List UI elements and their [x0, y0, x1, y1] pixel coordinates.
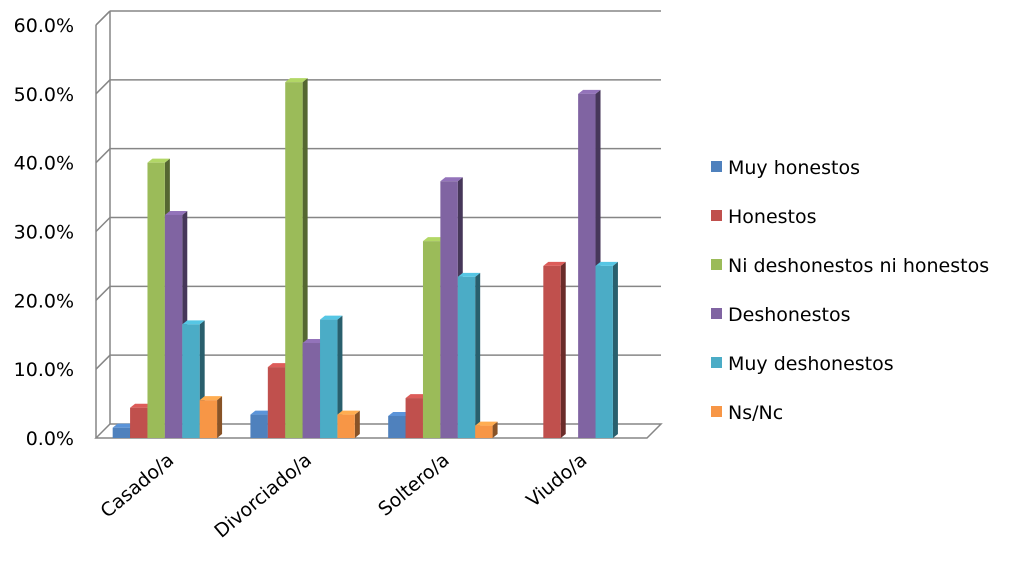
legend-label: Muy deshonestos	[728, 353, 894, 375]
legend-item: Honestos	[711, 206, 817, 228]
gridline-side	[95, 10, 111, 26]
x-axis-category-labels: Casado/a Divorciado/a Soltero/a Viudo/a	[96, 449, 591, 543]
bar-top-face	[302, 339, 326, 344]
legend-swatch	[711, 259, 722, 270]
bar	[543, 261, 566, 438]
bar-front-face	[267, 367, 286, 438]
bar-front-face	[457, 276, 476, 438]
gridline-side	[95, 79, 111, 95]
legend-item: Ni deshonestos ni honestos	[711, 255, 989, 277]
bar-top-face	[440, 177, 463, 182]
bar	[595, 261, 618, 438]
bar-top-face	[475, 421, 498, 426]
bar-front-face	[388, 415, 406, 438]
bar-front-face	[182, 324, 200, 438]
bar	[199, 396, 223, 438]
legend-swatch	[711, 308, 722, 319]
y-tick-label: 50.0%	[14, 84, 74, 106]
y-axis-tick-labels: 0.0% 10.0% 20.0% 30.0% 40.0% 50.0% 60.0%	[14, 15, 74, 450]
gridline-side	[95, 216, 111, 233]
bar-front-face	[147, 162, 165, 438]
bar-side-face	[492, 421, 498, 438]
legend: Muy honestos Honestos Ni deshonestos ni ho…	[711, 157, 989, 424]
x-category-label: Divorciado/a	[210, 449, 316, 543]
bar-front-face	[578, 93, 596, 438]
gridline-side	[95, 285, 111, 301]
y-tick-label: 10.0%	[14, 359, 74, 381]
bar-top-face	[405, 394, 428, 399]
bar-front-face	[112, 427, 131, 438]
bar-front-face	[422, 241, 441, 438]
bar-side-face	[354, 410, 360, 438]
bar-side-face	[475, 272, 481, 438]
bar-side-face	[217, 396, 223, 438]
legend-label: Deshonestos	[728, 304, 851, 326]
y-tick-label: 40.0%	[14, 153, 74, 175]
legend-item: Deshonestos	[711, 304, 851, 326]
bar-side-face	[560, 261, 566, 438]
bar	[320, 315, 343, 438]
bar-side-face	[337, 315, 343, 438]
bar-front-face	[199, 400, 218, 438]
bar-front-face	[543, 265, 561, 438]
legend-label: Muy honestos	[728, 157, 860, 179]
bar-front-face	[440, 181, 458, 439]
bar-front-face	[337, 414, 355, 438]
x-category-label: Soltero/a	[374, 449, 453, 521]
bar-top-face	[337, 410, 360, 415]
bar-top-face	[112, 423, 136, 428]
bar-front-face	[285, 82, 303, 439]
legend-swatch	[711, 161, 722, 172]
bar-front-face	[164, 214, 183, 438]
bar-top-face	[388, 411, 411, 416]
bar-top-face	[199, 396, 223, 401]
bar-top-face	[285, 78, 308, 83]
bar-top-face	[267, 363, 291, 368]
bar	[475, 421, 498, 438]
bars	[112, 78, 618, 439]
bar	[337, 410, 360, 438]
bar-top-face	[182, 320, 205, 325]
gridline-side	[95, 148, 111, 164]
legend-label: Ns/Nc	[728, 402, 783, 424]
gridline-side	[95, 354, 111, 370]
bar-top-face	[164, 210, 188, 215]
bar-front-face	[302, 343, 321, 438]
y-tick-label: 30.0%	[14, 222, 74, 244]
bar-front-face	[405, 398, 423, 438]
x-category-label: Casado/a	[96, 449, 178, 523]
bar-front-face	[595, 265, 613, 438]
bar-top-face	[147, 158, 170, 163]
bar-front-face	[320, 319, 338, 438]
legend-swatch	[711, 210, 722, 221]
legend-item: Muy honestos	[711, 157, 860, 179]
bar-front-face	[130, 407, 148, 438]
bar-top-face	[578, 89, 601, 94]
y-tick-label: 20.0%	[14, 290, 74, 312]
legend-item: Muy deshonestos	[711, 353, 894, 375]
legend-label: Ni deshonestos ni honestos	[728, 255, 989, 277]
bar-side-face	[612, 261, 618, 438]
x-category-label: Viudo/a	[522, 449, 591, 512]
bar-top-face	[543, 261, 566, 266]
legend-item: Ns/Nc	[711, 402, 783, 424]
bar	[457, 272, 481, 438]
bar-top-face	[320, 315, 343, 320]
bar-top-face	[130, 403, 153, 408]
bar-top-face	[422, 237, 446, 242]
bar-top-face	[595, 261, 618, 266]
bar-top-face	[457, 272, 481, 277]
bar-front-face	[250, 414, 268, 438]
legend-swatch	[711, 406, 722, 417]
bar-front-face	[475, 425, 493, 438]
y-tick-label: 0.0%	[26, 428, 74, 450]
y-tick-label: 60.0%	[14, 15, 74, 37]
legend-swatch	[711, 357, 722, 368]
legend-label: Honestos	[728, 206, 817, 228]
bar-top-face	[250, 410, 273, 415]
